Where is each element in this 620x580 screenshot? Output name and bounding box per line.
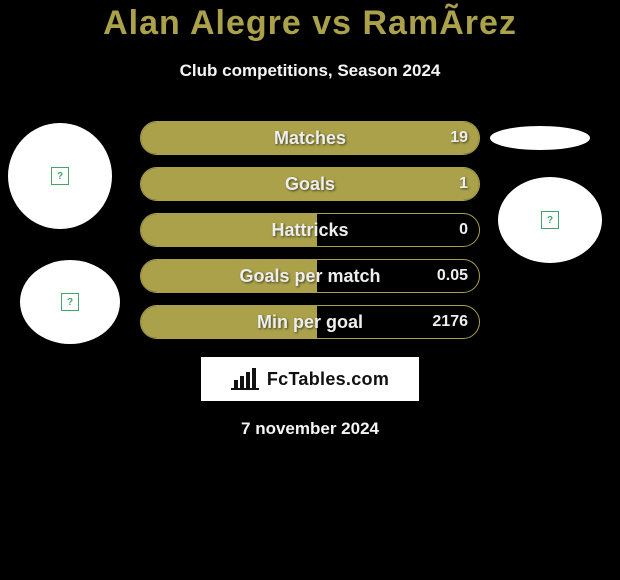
bar-row: Goals per match 0.05 [140,259,480,293]
page-title: Alan Alegre vs RamÃ­rez [0,4,620,43]
bar-outline [140,121,480,155]
bar-fill [141,168,479,200]
avatar-right: ? [498,177,602,263]
bar-row: Goals 1 [140,167,480,201]
bar-fill [141,260,317,292]
subtitle: Club competitions, Season 2024 [0,61,620,81]
bar-row: Matches 19 [140,121,480,155]
image-placeholder-icon: ? [51,167,69,185]
image-placeholder-icon: ? [61,293,79,311]
decor-oval [490,126,590,150]
bar-row: Min per goal 2176 [140,305,480,339]
bar-outline [140,259,480,293]
avatar-bottom-left: ? [20,260,120,344]
branding-badge: FcTables.com [201,357,419,401]
branding-chart-icon [231,368,259,390]
bar-fill [141,214,317,246]
bar-fill [141,122,479,154]
bar-outline [140,167,480,201]
branding-text: FcTables.com [267,369,389,390]
bar-outline [140,213,480,247]
bar-fill [141,306,317,338]
date-text: 7 november 2024 [0,419,620,439]
bar-outline [140,305,480,339]
bar-row: Hattricks 0 [140,213,480,247]
image-placeholder-icon: ? [541,211,559,229]
avatar-top-left: ? [8,123,112,229]
